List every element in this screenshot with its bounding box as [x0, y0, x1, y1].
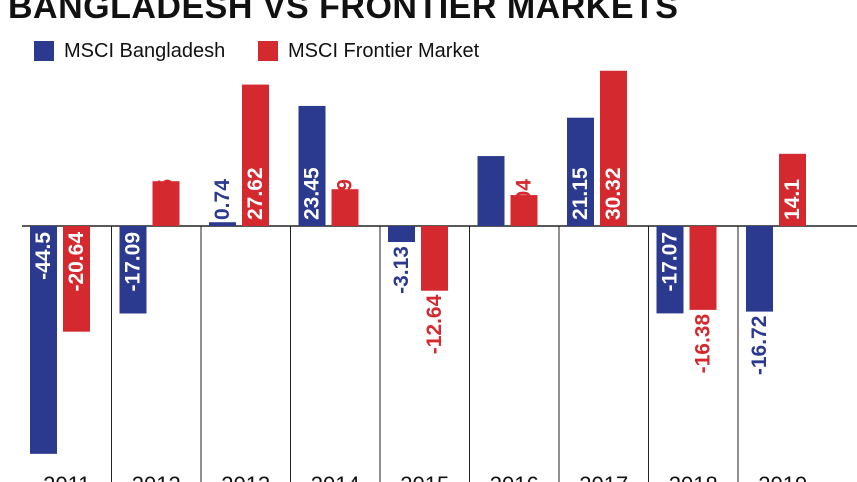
x-tick-label: 2016 — [490, 472, 539, 482]
data-label: 13.66 — [480, 167, 503, 220]
data-label: -20.64 — [65, 232, 88, 292]
bar-bangladesh-2017 — [567, 117, 594, 226]
data-label: -44.5 — [32, 232, 55, 280]
x-tick-label: 2018 — [669, 472, 718, 482]
x-tick-label: 2012 — [132, 472, 181, 482]
bar-frontier-2015 — [421, 226, 448, 291]
data-label: 6.04 — [513, 179, 536, 220]
bar-bangladesh-2016 — [477, 156, 505, 226]
data-label: 23.45 — [301, 167, 324, 220]
data-label: 27.62 — [244, 167, 267, 220]
bar-bangladesh-2015 — [388, 226, 415, 243]
legend-item-bangladesh: MSCI Bangladesh — [34, 40, 225, 62]
bar-frontier-2012 — [152, 181, 180, 226]
bar-frontier-2017 — [600, 70, 627, 226]
data-label: -16.72 — [748, 316, 771, 376]
bar-bangladesh-2012 — [119, 226, 147, 314]
data-label: -17.09 — [122, 232, 145, 292]
legend-label-frontier: MSCI Frontier Market — [288, 39, 480, 62]
x-tick-label: 2013 — [221, 472, 270, 482]
data-label: -17.07 — [659, 232, 682, 292]
x-tick-label: 2015 — [400, 472, 449, 482]
legend-swatch-frontier — [258, 41, 278, 61]
x-tick-label: 2011 — [43, 472, 90, 482]
legend-label-bangladesh: MSCI Bangladesh — [64, 39, 226, 62]
bar-frontier-2016 — [510, 195, 538, 226]
bar-frontier-2018 — [689, 226, 717, 310]
data-label: 21.15 — [569, 167, 592, 220]
x-tick-label: 2014 — [311, 472, 360, 482]
bar-frontier-2014 — [331, 189, 359, 226]
data-label: 30.32 — [602, 167, 625, 220]
bar-frontier-2019 — [779, 153, 806, 226]
bar-bangladesh-2014 — [298, 105, 326, 226]
data-label: -3.13 — [390, 246, 413, 294]
data-label: 0.74 — [211, 179, 234, 220]
data-label: 14.1 — [781, 179, 804, 220]
bar-bangladesh-2011 — [30, 226, 57, 454]
x-tick-label: 2019 — [758, 472, 807, 482]
bar-bangladesh-2018 — [656, 226, 684, 314]
bar-frontier-2013 — [242, 84, 269, 226]
legend-swatch-bangladesh — [34, 41, 54, 61]
data-label: -16.38 — [692, 314, 715, 374]
bar-bangladesh-2019 — [746, 226, 773, 312]
x-tick-label: 2017 — [579, 472, 628, 482]
data-label: -12.64 — [423, 294, 446, 354]
legend-item-frontier: MSCI Frontier Market — [258, 40, 479, 62]
data-label: 8.75 — [155, 179, 178, 220]
bar-bangladesh-2013 — [209, 222, 236, 226]
bar-frontier-2011 — [63, 226, 90, 332]
data-label: 7.19 — [334, 179, 357, 220]
chart-title: BANGLADESH VS FRONTIER MARKETS — [8, 0, 679, 26]
